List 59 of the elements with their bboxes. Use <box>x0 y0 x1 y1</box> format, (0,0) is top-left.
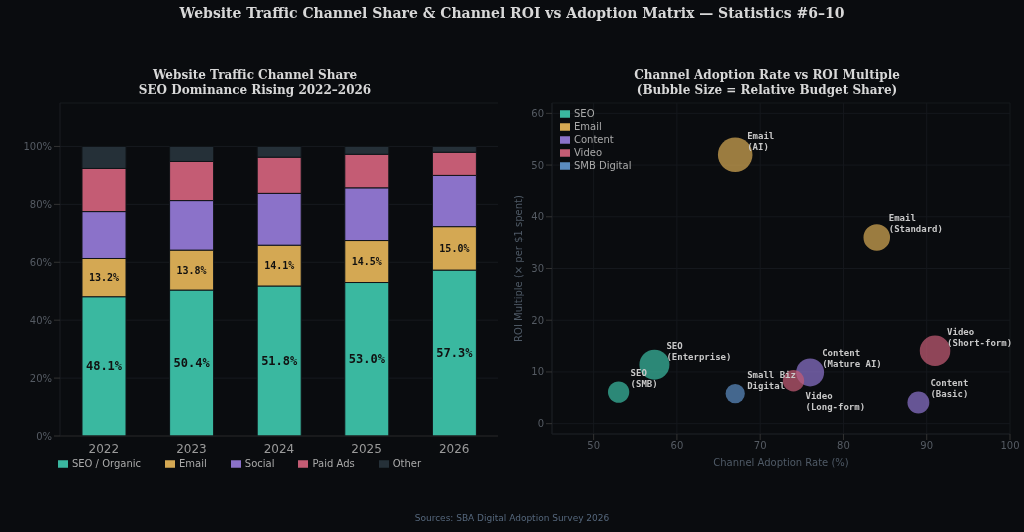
annotation: Video (Long-form) <box>805 390 866 412</box>
text: Website Traffic Channel Share & Channel ROI vs Adoption Matrix — Statistics #6–10 <box>178 5 846 21</box>
x-tick-label: 80 <box>837 440 850 452</box>
x-tick-label: 60 <box>670 440 684 452</box>
data-label: 13.8% <box>176 264 207 276</box>
legend-label: Video <box>574 147 603 158</box>
y-tick-label: 50 <box>531 159 544 171</box>
y-tick-label: 0 <box>537 418 544 430</box>
y-tick-label: 40 <box>531 211 544 223</box>
annotation: Email (AI) <box>747 130 775 152</box>
y-tick-label: 20% <box>29 372 52 384</box>
data-label: 14.5% <box>351 256 382 268</box>
annotation: Email (Standard) <box>888 213 943 235</box>
data-label: 53.0% <box>348 352 386 367</box>
y-axis-title: ROI Multiple (× per $1 spent) <box>512 194 524 342</box>
y-tick-label: 10 <box>531 366 544 378</box>
legend-label: SMB Digital <box>574 160 632 171</box>
legend-label: Email <box>179 458 207 469</box>
source-note: Sources: SBA Digital Adoption Survey 2026 <box>413 513 611 523</box>
legend-label: Content <box>574 134 614 145</box>
legend-label: Paid Ads <box>312 458 355 469</box>
x-tick-label: 2023 <box>176 441 207 456</box>
legend-label: Email <box>574 121 602 132</box>
data-label: 51.8% <box>261 354 299 368</box>
x-tick-label: 90 <box>920 440 934 452</box>
annotation: Video (Short-form) <box>947 326 1013 348</box>
legend-label: Social <box>244 458 275 469</box>
chart-subtitle: SEO Dominance Rising 2022–2026 <box>137 83 373 98</box>
x-tick-label: 2022 <box>88 441 120 456</box>
y-tick-label: 40% <box>29 314 52 326</box>
x-tick-label: 2026 <box>438 441 470 456</box>
legend-label: SEO / Organic <box>71 458 142 469</box>
data-label: 50.4% <box>173 356 211 371</box>
data-label: 14.1% <box>264 260 295 272</box>
x-tick-label: 70 <box>753 440 767 452</box>
data-label: 57.3% <box>436 346 474 361</box>
annotation: Content (Mature AI) <box>822 348 882 370</box>
x-tick-label: 100 <box>1000 440 1020 452</box>
y-tick-label: 60 <box>531 107 544 119</box>
annotation: Content (Basic) <box>930 378 969 400</box>
data-label: 48.1% <box>85 359 123 374</box>
annotation: SEO (Enterprise) <box>666 340 732 362</box>
y-tick-label: 80% <box>29 198 52 210</box>
y-tick-label: 30 <box>531 263 544 275</box>
chart-subtitle: (Bubble Size = Relative Budget Share) <box>635 83 899 98</box>
data-label: 15.0% <box>439 242 470 254</box>
x-axis-title: Channel Adoption Rate (%) <box>713 457 849 468</box>
y-tick-label: 0% <box>36 430 52 442</box>
y-tick-label: 60% <box>29 256 52 268</box>
chart-title: Channel Adoption Rate vs ROI Multiple <box>633 68 901 83</box>
x-tick-label: 50 <box>587 440 600 452</box>
legend-label: Other <box>392 458 422 469</box>
chart-title: Website Traffic Channel Share <box>151 68 359 83</box>
x-tick-label: 2025 <box>351 441 382 456</box>
data-label: 13.2% <box>88 272 120 284</box>
y-tick-label: 20 <box>531 314 544 326</box>
legend-label: SEO <box>574 108 595 119</box>
x-tick-label: 2024 <box>263 441 295 456</box>
y-tick-label: 100% <box>23 140 52 152</box>
